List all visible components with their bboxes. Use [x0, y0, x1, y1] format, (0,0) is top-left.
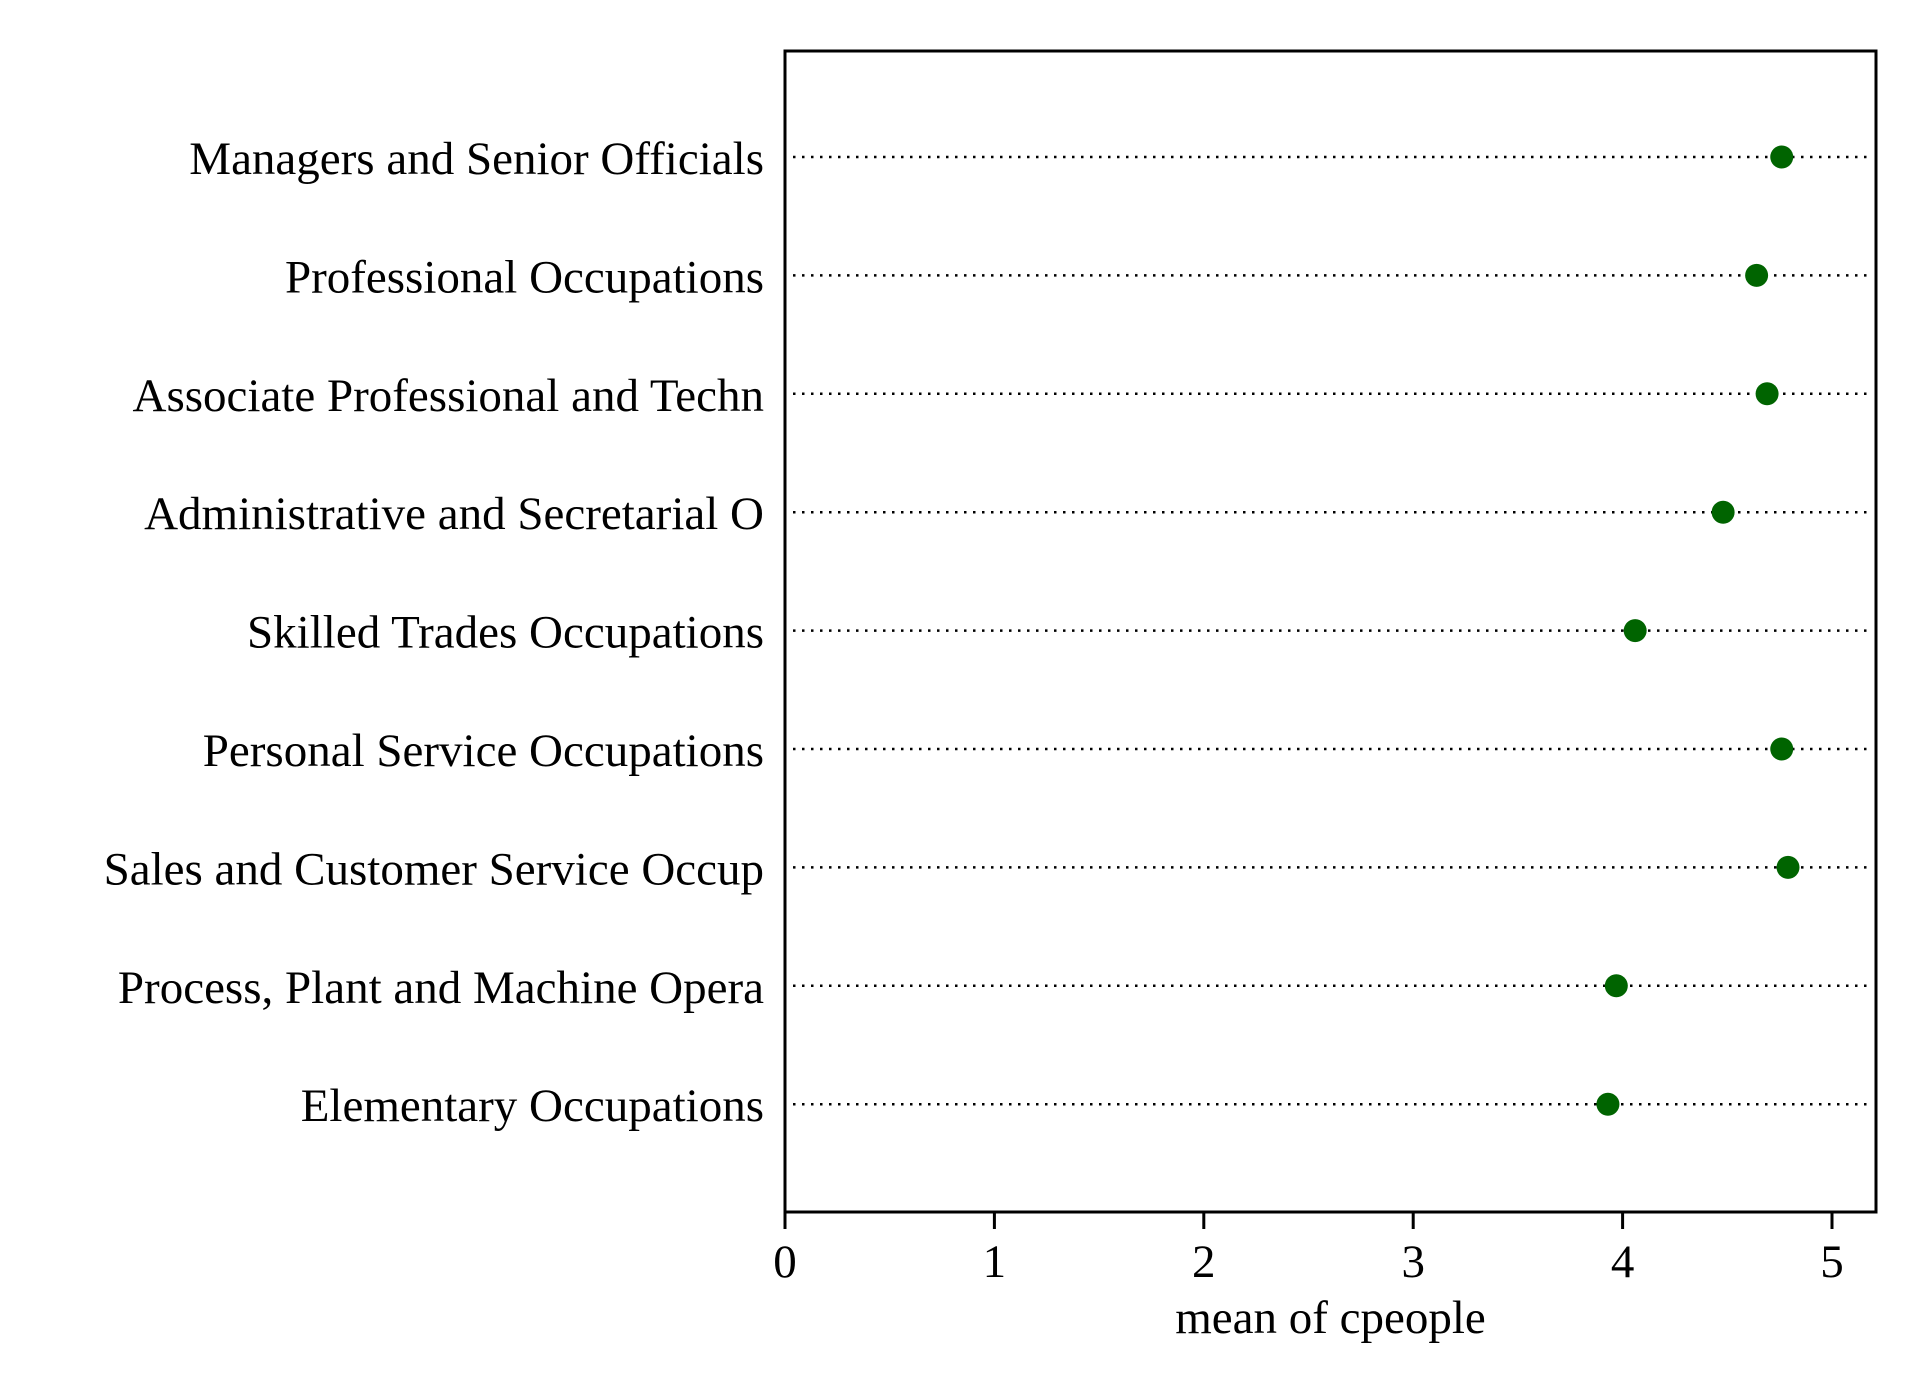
data-point [1776, 855, 1800, 879]
data-point [1604, 974, 1628, 998]
x-axis-title: mean of cpeople [1175, 1292, 1486, 1344]
x-tick-label: 4 [1611, 1236, 1635, 1288]
category-label: Skilled Trades Occupations [247, 607, 764, 659]
x-tick-label: 1 [983, 1236, 1007, 1288]
x-tick-label: 0 [773, 1236, 797, 1288]
x-tick-label: 5 [1820, 1236, 1844, 1288]
data-point [1770, 145, 1794, 169]
category-label: Associate Professional and Techn [133, 370, 765, 422]
category-label: Professional Occupations [285, 251, 764, 303]
data-point [1745, 263, 1769, 287]
category-label: Personal Service Occupations [203, 725, 764, 777]
data-points [1596, 145, 1800, 1116]
data-point [1596, 1092, 1620, 1116]
data-point [1711, 500, 1735, 524]
data-point [1770, 737, 1794, 761]
category-labels: Managers and Senior Officials Professiona… [104, 133, 765, 1132]
data-point [1755, 382, 1779, 406]
x-axis: 0 1 2 3 4 5 [773, 1212, 1844, 1288]
category-label: Managers and Senior Officials [189, 133, 764, 185]
x-tick-label: 3 [1401, 1236, 1425, 1288]
category-label: Sales and Customer Service Occup [104, 843, 764, 895]
category-label: Administrative and Secretarial O [144, 488, 764, 540]
x-tick-label: 2 [1192, 1236, 1216, 1288]
category-label: Process, Plant and Machine Opera [118, 962, 764, 1014]
category-label: Elementary Occupations [301, 1080, 764, 1132]
data-point [1623, 619, 1647, 643]
plot-frame [783, 49, 1878, 1214]
